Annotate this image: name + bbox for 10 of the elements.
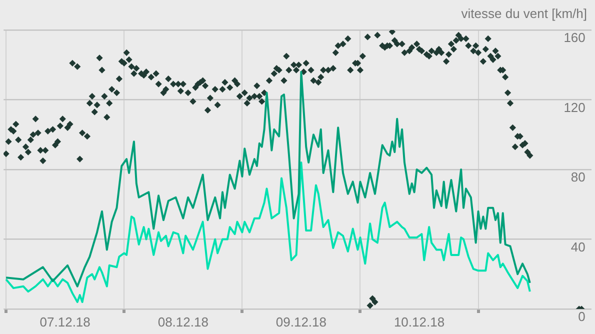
x-tick-label: 10.12.18 xyxy=(394,314,445,330)
x-tick-label: 07.12.18 xyxy=(40,314,90,330)
y-tick-label: 40 xyxy=(570,239,586,254)
x-tick-label: 08.12.18 xyxy=(158,314,208,330)
y-tick-label: 0 xyxy=(578,309,586,324)
y-tick-label: 80 xyxy=(570,170,586,185)
x-tick-label: 09.12.18 xyxy=(276,314,326,330)
y-tick-label: 160 xyxy=(564,30,586,46)
y-tick-label: 120 xyxy=(564,100,586,115)
y-axis-title: vitesse du vent [km/h] xyxy=(461,6,587,21)
